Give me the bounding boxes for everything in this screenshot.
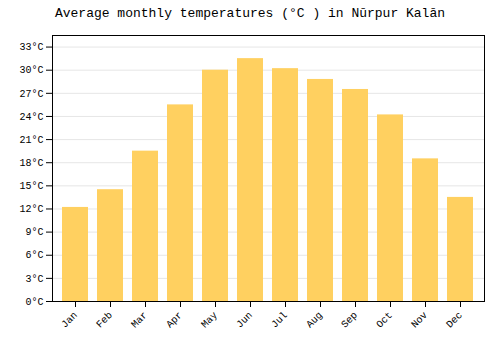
svg-text:33°C: 33°C — [19, 42, 43, 53]
svg-text:Mar: Mar — [129, 310, 150, 331]
svg-text:0°C: 0°C — [25, 297, 43, 308]
svg-text:3°C: 3°C — [25, 274, 43, 285]
svg-text:Dec: Dec — [444, 310, 465, 331]
svg-text:Jul: Jul — [269, 310, 290, 331]
svg-text:Oct: Oct — [374, 310, 395, 331]
html-text:Average monthly temperatures (: Average monthly temperatures (°C ) in Nū… — [55, 6, 445, 21]
svg-text:12°C: 12°C — [19, 204, 43, 215]
svg-text:Apr: Apr — [164, 310, 185, 331]
svg-text:Feb: Feb — [94, 310, 115, 331]
svg-text:15°C: 15°C — [19, 181, 43, 192]
svg-text:27°C: 27°C — [19, 89, 43, 100]
svg-text:Nov: Nov — [409, 310, 430, 331]
svg-text:Jan: Jan — [59, 310, 80, 331]
svg-text:6°C: 6°C — [25, 250, 43, 261]
svg-text:24°C: 24°C — [19, 112, 43, 123]
svg-text:May: May — [199, 310, 220, 331]
svg-text:21°C: 21°C — [19, 135, 43, 146]
svg-text:Sep: Sep — [339, 310, 360, 331]
svg-text:30°C: 30°C — [19, 65, 43, 76]
svg-text:18°C: 18°C — [19, 158, 43, 169]
svg-text:Aug: Aug — [304, 310, 325, 331]
svg-text:Jun: Jun — [234, 310, 255, 331]
svg-text:9°C: 9°C — [25, 227, 43, 238]
